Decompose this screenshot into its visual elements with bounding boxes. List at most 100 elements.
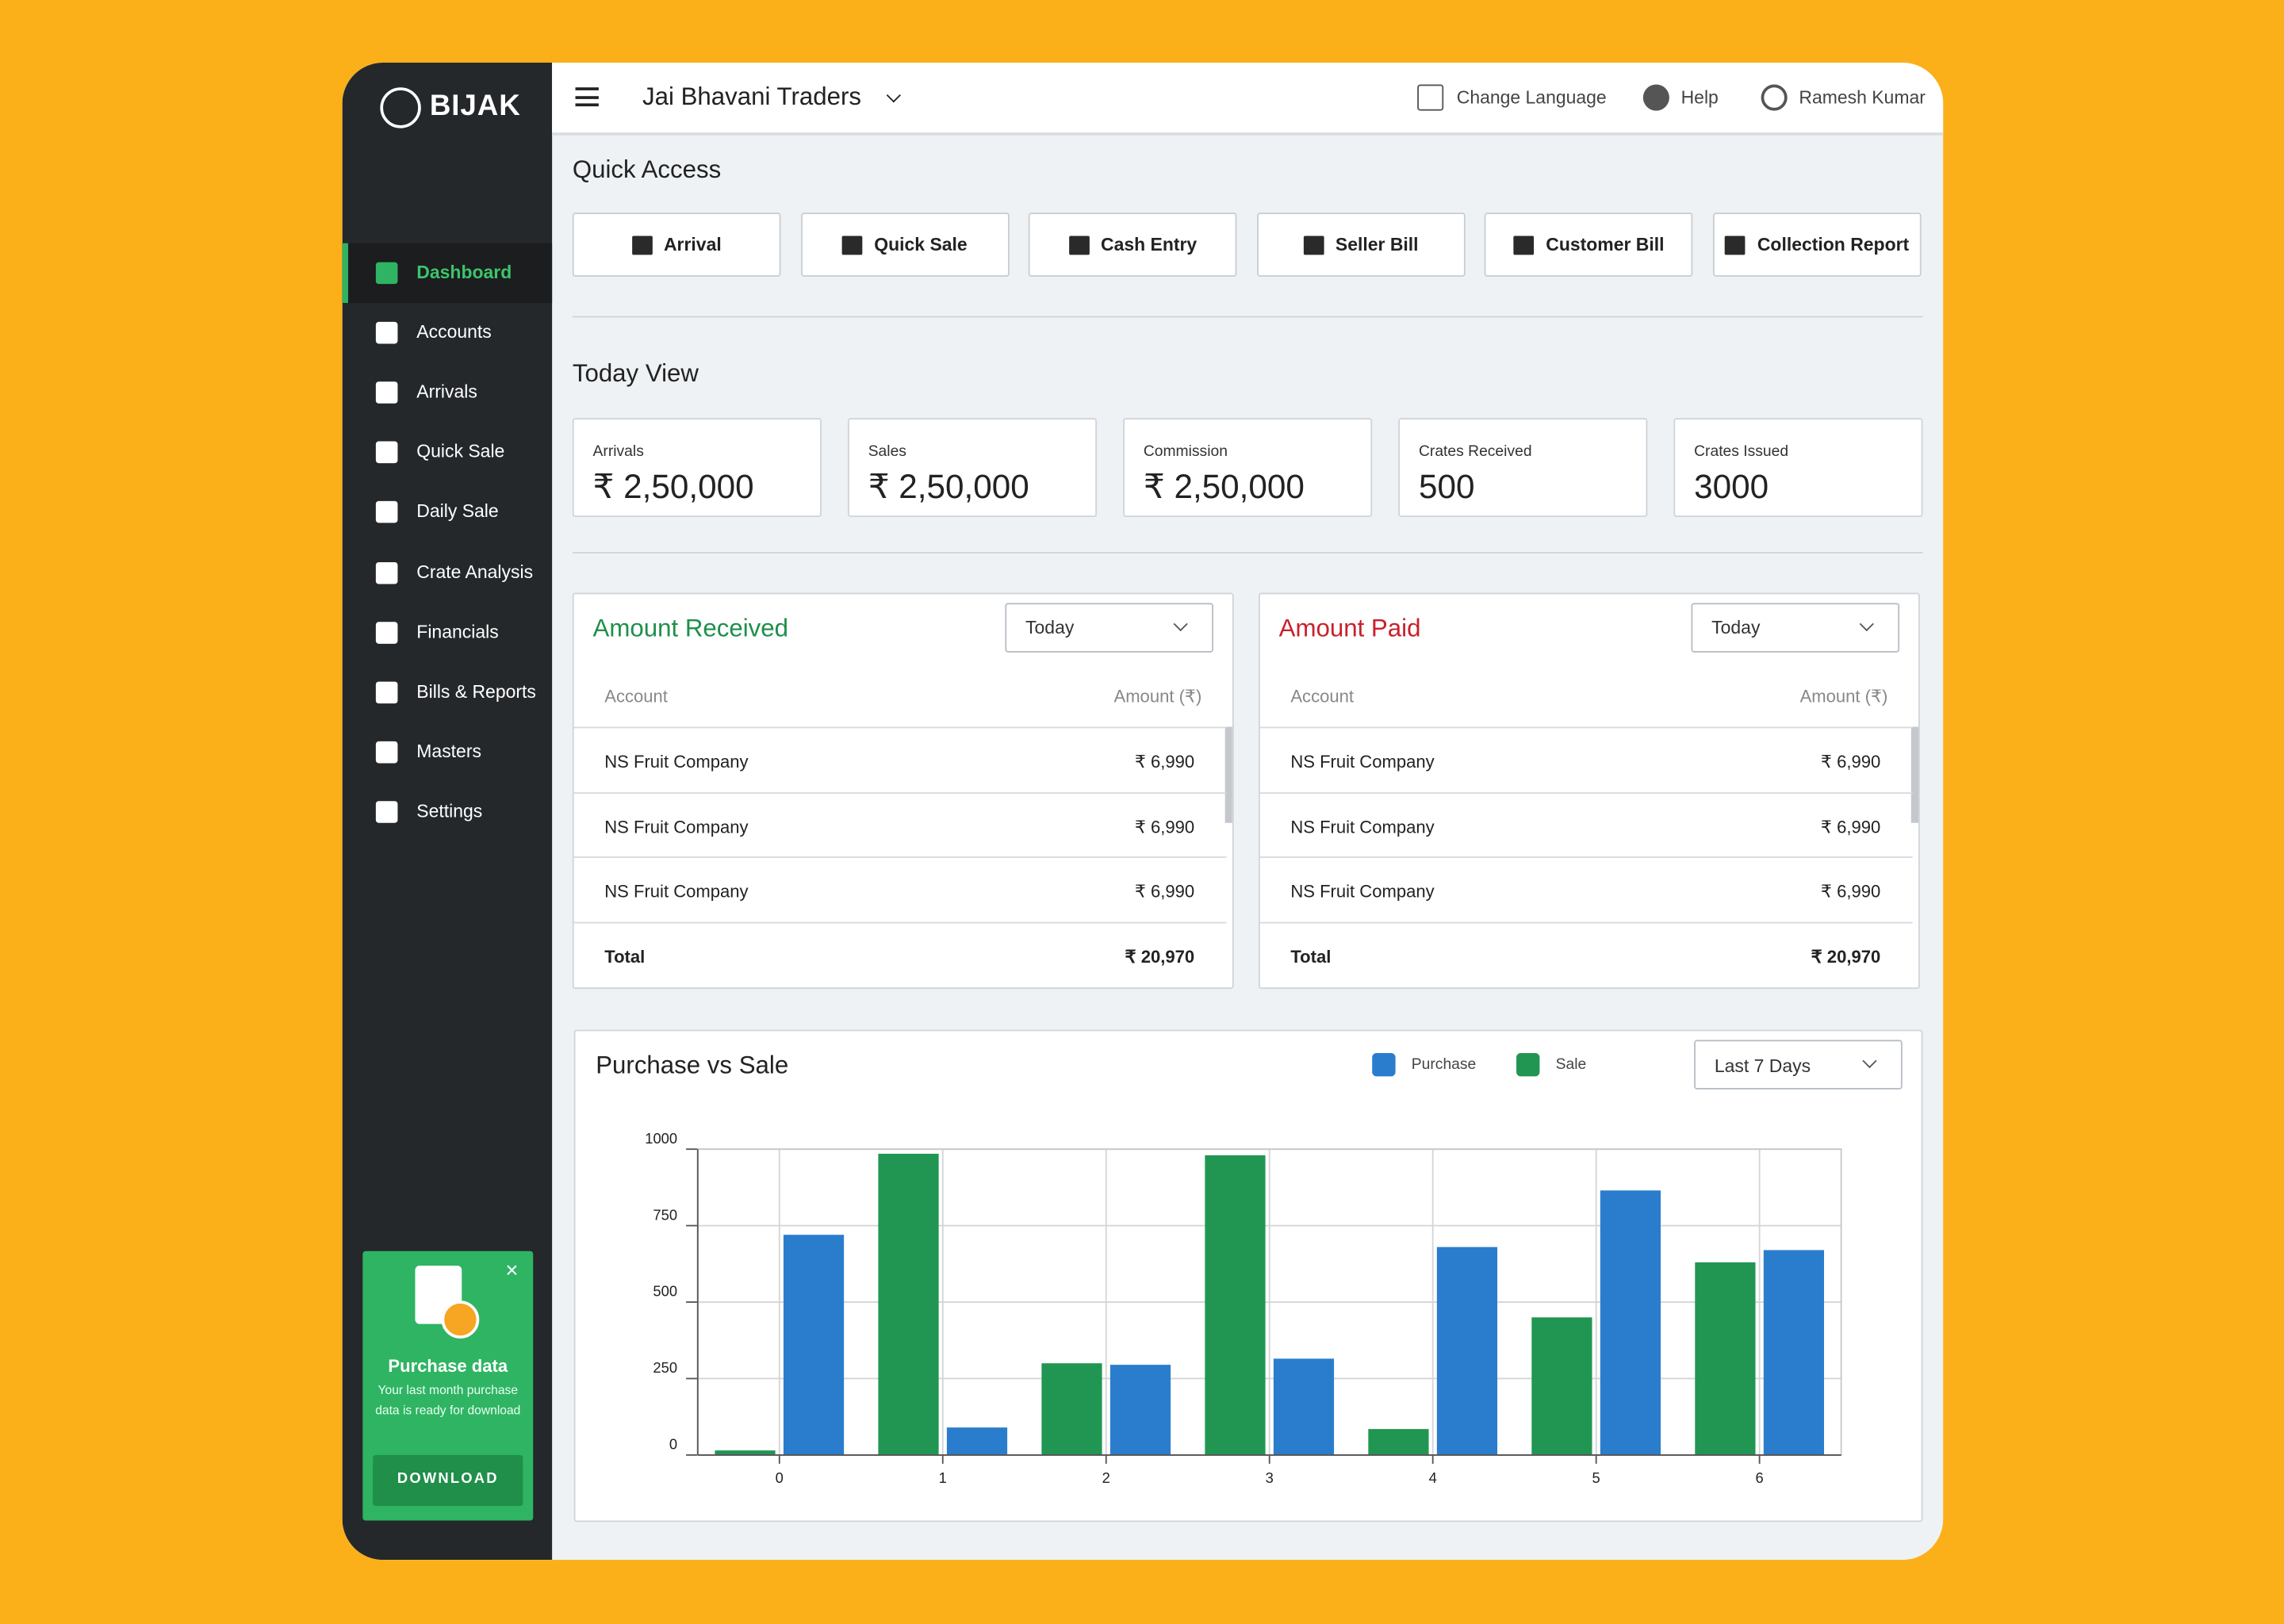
cell-amount: ₹ 6,990 <box>1820 816 1881 837</box>
nav-label: Crate Analysis <box>416 561 534 582</box>
close-icon[interactable]: × <box>505 1258 519 1284</box>
total-label: Total <box>1290 946 1332 967</box>
row-divider <box>573 856 1227 859</box>
x-tick-label: 1 <box>939 1469 947 1486</box>
nav-item[interactable]: Daily Sale <box>343 483 552 542</box>
nav-label: Dashboard <box>416 261 512 282</box>
separator <box>572 552 1923 553</box>
user-name[interactable]: Ramesh Kumar <box>1799 87 1926 108</box>
stat-card: Crates Issued 3000 <box>1673 418 1923 518</box>
nav-item[interactable]: Crate Analysis <box>343 542 552 602</box>
row-divider <box>1259 856 1913 859</box>
bar <box>1600 1190 1661 1455</box>
nav-item[interactable]: Quick Sale <box>343 423 552 482</box>
y-tick-label: 500 <box>653 1283 677 1300</box>
stat-card: Sales ₹ 2,50,000 <box>847 418 1098 518</box>
bar <box>1531 1317 1592 1455</box>
separator <box>572 316 1923 318</box>
nav-icon <box>375 681 398 703</box>
logo-text: BIJAK <box>429 90 521 123</box>
cell-account: NS Fruit Company <box>1290 816 1435 837</box>
nav-label: Quick Sale <box>416 441 505 462</box>
legend-label: Purchase <box>1411 1055 1477 1074</box>
quick-button[interactable]: Cash Entry <box>1029 213 1237 277</box>
download-label: DOWNLOAD <box>397 1471 499 1488</box>
stat-label: Commission <box>1143 442 1228 461</box>
quick-button[interactable]: Arrival <box>572 213 781 277</box>
cell-account: NS Fruit Company <box>604 751 749 772</box>
chevron-icon <box>1859 616 1874 632</box>
scrollbar <box>1224 726 1232 823</box>
nav-item[interactable]: Financials <box>343 603 552 662</box>
cell-amount: ₹ 6,990 <box>1820 881 1881 902</box>
bar <box>1368 1429 1429 1455</box>
chevron-icon <box>886 88 901 103</box>
nav-item[interactable]: Accounts <box>343 302 552 362</box>
bar <box>1695 1262 1756 1455</box>
row-divider <box>1259 921 1913 924</box>
sidebar: BIJAK Dashboard Accounts Arrivals Quick Sale… <box>342 62 553 1561</box>
company-name[interactable]: Jai Bhavani Traders <box>642 82 861 111</box>
dropdown-label: Today <box>1025 617 1075 638</box>
column-header: Account <box>1290 686 1354 707</box>
menu-button[interactable] <box>575 87 599 107</box>
nav-label: Financials <box>416 621 499 642</box>
logo-icon <box>380 87 421 128</box>
promo-title: Purchase data <box>388 1356 508 1377</box>
cell-account: NS Fruit Company <box>604 816 749 837</box>
chart-card: Purchase vs Sale Purchase Sale Last 7 Days 0… <box>573 1029 1923 1522</box>
nav-item[interactable]: Bills & Reports <box>343 663 552 722</box>
period-dropdown[interactable]: Today <box>1005 603 1214 653</box>
cell-amount: ₹ 6,990 <box>1134 816 1195 837</box>
button-label: Cash Entry <box>1100 234 1198 255</box>
quick-button[interactable]: Collection Report <box>1713 213 1922 277</box>
help-link[interactable]: Help <box>1680 87 1719 108</box>
amount-card: Amount Paid Today Account Amount (₹) NS Frui… <box>1258 592 1920 990</box>
total-amount: ₹ 20,970 <box>1811 946 1881 967</box>
legend-swatch <box>1372 1052 1396 1077</box>
stat-label: Arrivals <box>592 442 644 461</box>
help-icon <box>1642 84 1669 111</box>
main-content: Quick Access Arrival Quick Sale Cash Entry S… <box>552 136 1943 1560</box>
nav-item[interactable]: Masters <box>343 722 552 782</box>
nav-item[interactable]: Dashboard <box>342 242 553 303</box>
row-divider <box>1259 791 1913 794</box>
button-label: Quick Sale <box>874 234 968 255</box>
quick-button[interactable]: Seller Bill <box>1256 213 1466 277</box>
quick-button[interactable]: Customer Bill <box>1485 213 1694 277</box>
app-window: BIJAK Dashboard Accounts Arrivals Quick Sale… <box>342 62 1944 1561</box>
card-title: Amount Received <box>592 615 789 643</box>
column-header: Account <box>604 686 668 707</box>
cell-account: NS Fruit Company <box>604 881 749 902</box>
bar <box>783 1235 845 1455</box>
bar <box>715 1450 776 1455</box>
legend-label: Sale <box>1555 1055 1587 1074</box>
y-tick-label: 0 <box>669 1436 677 1453</box>
promo-card: × Purchase data Your last month purchase d… <box>362 1251 534 1521</box>
chart-title: Purchase vs Sale <box>596 1051 789 1080</box>
nav-item[interactable]: Arrivals <box>343 362 552 422</box>
stat-label: Sales <box>868 442 906 461</box>
button-label: Collection Report <box>1757 234 1910 255</box>
quick-button[interactable]: Quick Sale <box>800 213 1010 277</box>
legend-swatch <box>1516 1052 1540 1077</box>
period-dropdown[interactable]: Last 7 Days <box>1694 1040 1903 1090</box>
button-icon <box>1068 235 1090 255</box>
row-divider <box>1259 726 1913 729</box>
button-icon <box>1303 235 1324 255</box>
total-label: Total <box>604 946 646 967</box>
nav-item[interactable]: Settings <box>343 783 552 842</box>
download-button[interactable]: DOWNLOAD <box>373 1454 523 1507</box>
section-title: Quick Access <box>572 155 722 184</box>
period-dropdown[interactable]: Today <box>1691 603 1900 653</box>
download-badge <box>441 1300 480 1339</box>
dropdown-label: Last 7 Days <box>1714 1055 1811 1077</box>
nav-icon <box>375 741 398 764</box>
nav-label: Arrivals <box>416 381 477 402</box>
cell-account: NS Fruit Company <box>1290 751 1435 772</box>
button-label: Arrival <box>663 234 722 255</box>
language-link[interactable]: Change Language <box>1456 87 1607 108</box>
x-tick-label: 6 <box>1756 1469 1764 1486</box>
nav-icon <box>375 381 398 404</box>
